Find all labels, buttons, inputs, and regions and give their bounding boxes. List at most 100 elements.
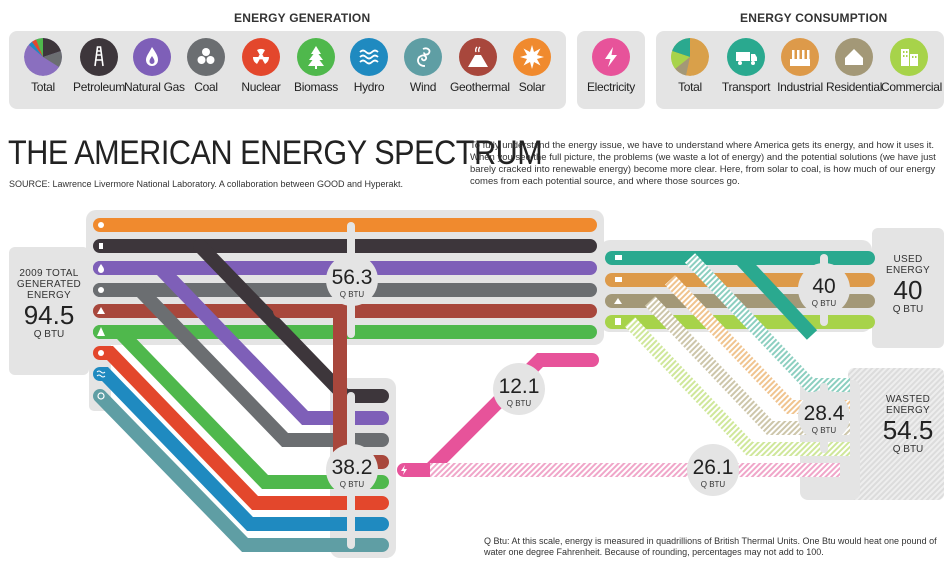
gen-item-label: Nuclear [241,80,281,94]
bubble-value: 38.2 [332,456,373,479]
bubble-unit: Q BTU [812,299,837,308]
total-generated-panel [9,247,89,375]
bubble-unit: Q BTU [340,480,365,489]
bubble-value: 12.1 [499,375,540,398]
bubble-value: 28.4 [804,402,845,425]
oil-derrick-icon [99,243,103,249]
gen-item-total[interactable]: Total [15,38,71,94]
truck-icon [615,255,622,260]
bubble-56-3: 56.3 Q BTU [326,254,378,306]
gen-item-nuclear[interactable]: Nuclear [233,38,289,94]
gas-flame-icon [133,38,171,76]
cons-item-label: Transport [721,80,771,94]
truck-icon [727,38,765,76]
oil-derrick-icon [80,38,118,76]
electricity-input-flows [93,239,389,552]
wind-swirl-icon [97,392,105,400]
used-energy-label: USED ENERGY 40 Q BTU [872,254,944,315]
gen-item-wind[interactable]: Wind [395,38,451,94]
gen-item-label: Total [31,80,55,94]
bubble-unit: Q BTU [812,426,837,435]
factory-icon [615,277,622,282]
bubble-value: 26.1 [693,456,734,479]
gen-item-label: Wind [409,80,437,94]
bubble-unit: Q BTU [507,399,532,408]
wind-swirl-icon [404,38,442,76]
lightning-icon [592,38,630,76]
coal-icon [98,287,104,293]
gen-item-solar[interactable]: Solar [504,38,560,94]
gen-item-coal[interactable]: Coal [178,38,234,94]
electricity-item-label: Electricity [586,80,636,94]
cons-item-label: Commercial [881,80,943,94]
used-energy-line1: USED [893,254,923,265]
cons-item-total[interactable]: Total [662,38,718,94]
source-credit: SOURCE: Lawrence Livermore National Labo… [9,179,404,189]
gen-item-biomass[interactable]: Biomass [288,38,344,94]
tree-icon [97,327,105,336]
cons-item-label: Industrial [777,80,823,94]
gen-item-hydro[interactable]: Hydro [341,38,397,94]
waves-icon [96,370,106,378]
gas-flame-icon [98,264,104,273]
gen-item-label: Coal [194,80,218,94]
bubble-value: 56.3 [332,266,373,289]
bubble-12-1: 12.1 Q BTU [493,363,545,415]
gen-item-natural-gas[interactable]: Natural Gas [124,38,185,94]
cons-item-label: Total [678,80,702,94]
wasted-energy-label: WASTED ENERGY 54.5 Q BTU [872,394,944,455]
sun-icon [513,38,551,76]
house-icon [614,298,622,304]
gen-item-label: Petroleum [73,80,125,94]
total-generated-line3: ENERGY [26,290,72,301]
cons-item-transport[interactable]: Transport [718,38,774,94]
intro-text: To fully understand the energy issue, we… [470,140,936,187]
cons-item-industrial[interactable]: Industrial [772,38,828,94]
wasted-energy-line2: ENERGY [885,405,931,416]
gen-item-petroleum[interactable]: Petroleum [71,38,127,94]
generation-panel-title: ENERGY GENERATION [228,11,370,25]
used-energy-line2: ENERGY [885,265,931,276]
volcano-icon [97,307,105,314]
tree-icon [297,38,335,76]
lightning-icon [401,465,407,475]
wasted-energy-value: 54.5 [882,415,934,445]
radiation-icon [98,350,104,356]
used-energy-value: 40 [893,275,923,305]
bubble-40: 40 Q BTU [798,263,850,315]
cons-item-commercial[interactable]: Commercial [881,38,943,94]
bubble-28-4: 28.4 Q BTU [798,390,850,442]
bubble-unit: Q BTU [701,480,726,489]
gen-item-label: Solar [518,80,546,94]
wasted-energy-unit: Q BTU [892,444,924,455]
consumption-panel-title: ENERGY CONSUMPTION [734,11,887,25]
wasted-energy-panel [848,368,944,500]
gen-item-label: Natural Gas [124,80,185,94]
coal-icon [187,38,225,76]
gen-item-label: Geothermal [450,80,510,94]
cons-item-residential[interactable]: Residential [826,38,882,94]
pie-chart-icon [24,38,62,76]
radiation-icon [242,38,280,76]
house-icon [835,38,873,76]
total-generated-unit: Q BTU [33,329,65,340]
cons-item-label: Residential [826,80,883,94]
factory-icon [781,38,819,76]
office-building-icon [615,318,621,325]
office-building-icon [890,38,928,76]
bubble-38-2: 38.2 Q BTU [326,444,378,496]
gen-item-geothermal[interactable]: Geothermal [450,38,510,94]
footnote: Q Btu: At this scale, energy is measured… [484,536,937,557]
used-energy-panel [872,228,944,348]
source-markers [96,222,622,475]
total-generated-line1: 2009 TOTAL [19,268,79,279]
bubble-unit: Q BTU [340,290,365,299]
gen-item-label: Biomass [294,80,338,94]
total-generated-value: 94.5 [23,300,75,330]
electricity-item[interactable]: Electricity [583,38,639,94]
volcano-icon [459,38,497,76]
used-energy-unit: Q BTU [892,304,924,315]
page-title: THE AMERICAN ENERGY SPECTRUM [8,134,543,172]
wasted-energy-line1: WASTED [885,394,931,405]
